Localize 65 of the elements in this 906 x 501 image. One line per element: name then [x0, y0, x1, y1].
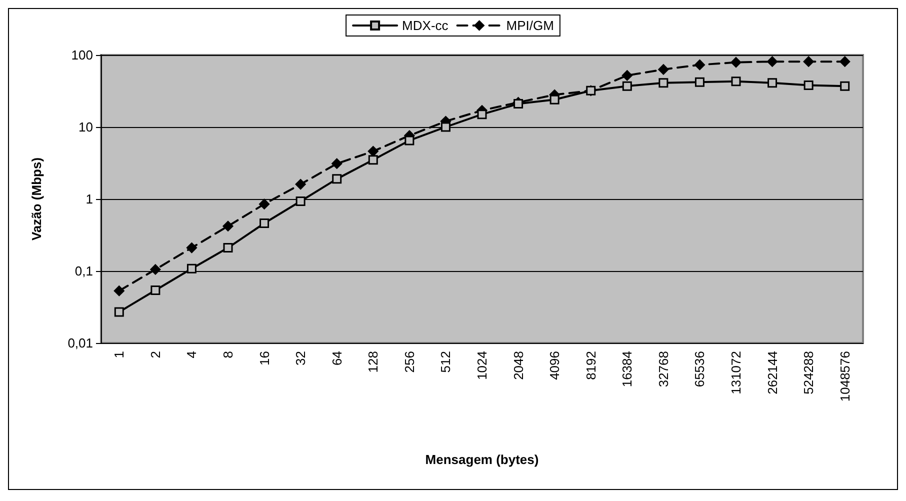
point — [514, 99, 524, 109]
x-tick-label: 8 — [220, 351, 236, 358]
point — [477, 110, 487, 120]
legend-label: MPI/GM — [506, 18, 554, 33]
x-tick-label: 32768 — [656, 351, 671, 388]
y-tick-label: 10 — [78, 120, 93, 134]
point — [694, 77, 704, 87]
point — [840, 81, 850, 91]
x-tick-label: 524288 — [801, 351, 816, 394]
point — [658, 64, 669, 75]
point — [730, 57, 742, 68]
point — [259, 198, 270, 210]
point — [404, 136, 414, 146]
y-tick-label: 0,1 — [74, 264, 93, 278]
point — [767, 56, 778, 67]
point — [768, 78, 778, 88]
x-tick-label: 8192 — [583, 351, 598, 380]
point — [840, 56, 850, 67]
point — [658, 78, 668, 88]
point — [223, 243, 233, 253]
point — [804, 80, 814, 90]
x-axis-title: Mensagem (bytes) — [425, 452, 539, 467]
point — [731, 76, 741, 86]
point — [295, 179, 306, 190]
x-tick-label: 1024 — [474, 351, 490, 380]
point — [368, 146, 378, 157]
point — [222, 220, 234, 232]
x-tick-label: 4096 — [547, 351, 562, 380]
x-tick-label: 1048576 — [837, 351, 852, 402]
point — [114, 286, 124, 296]
point — [186, 264, 196, 274]
point — [332, 174, 342, 184]
x-tick-label: 262144 — [764, 351, 780, 394]
x-tick-label: 65536 — [692, 351, 708, 388]
point — [440, 122, 450, 132]
x-tick-label: 32 — [293, 351, 308, 366]
x-tick-label: 2 — [148, 351, 163, 358]
y-tick-label: 100 — [71, 48, 93, 62]
x-tick-label: 2048 — [510, 351, 526, 380]
point — [622, 70, 632, 81]
x-tick-label: 512 — [438, 351, 454, 373]
x-tick-label: 131072 — [728, 351, 744, 394]
point — [368, 155, 378, 165]
point — [150, 286, 160, 296]
x-tick-label: 128 — [366, 351, 381, 373]
point — [332, 158, 342, 169]
point — [150, 264, 161, 275]
point — [296, 196, 306, 206]
point — [114, 307, 124, 317]
point — [550, 94, 560, 104]
y-tick-label: 0,01 — [68, 336, 93, 350]
x-tick-label: 4 — [184, 351, 200, 358]
x-tick-label: 64 — [329, 351, 344, 366]
x-tick-label: 16384 — [620, 351, 635, 388]
point — [694, 60, 705, 70]
y-axis-title: Vazão (Mbps) — [29, 157, 44, 241]
point — [622, 81, 632, 91]
point — [260, 218, 270, 228]
x-tick-label: 16 — [256, 351, 272, 366]
point — [186, 242, 197, 254]
y-tick-label: 1 — [86, 192, 93, 206]
x-tick-label: 1 — [112, 351, 127, 358]
x-tick-label: 256 — [402, 351, 417, 373]
legend-label: MDX-cc — [402, 18, 449, 33]
point — [803, 56, 814, 67]
